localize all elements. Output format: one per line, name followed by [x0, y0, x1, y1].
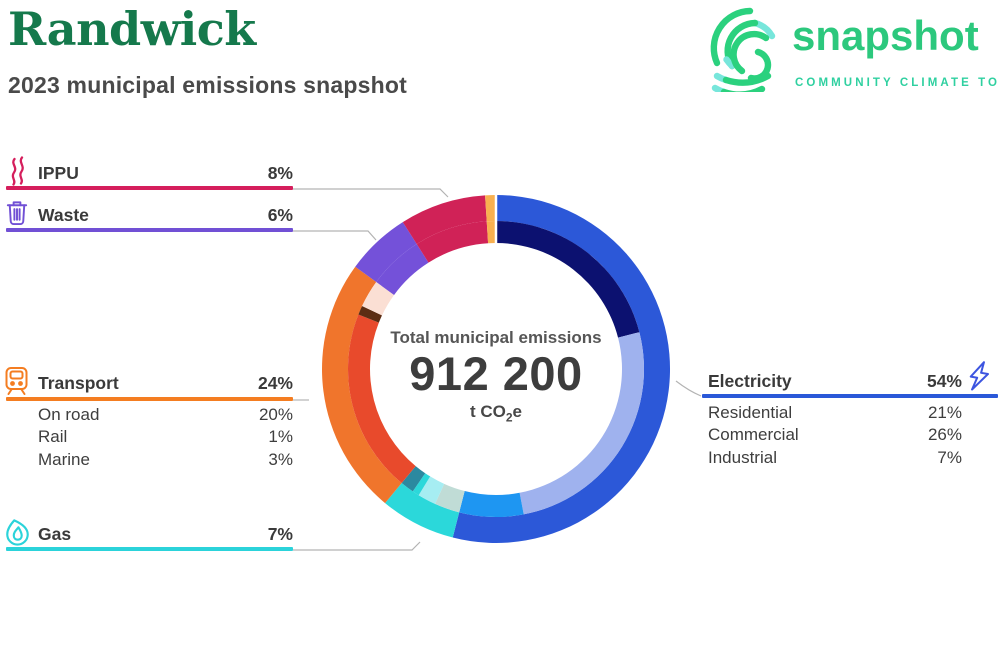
connector-electricity	[675, 380, 702, 397]
donut-segment	[418, 476, 445, 504]
legend-electricity-sub-commercial: Commercial 26%	[708, 424, 962, 446]
donut-segment	[496, 221, 640, 338]
legend-transport-label: Transport	[38, 373, 119, 393]
legend-waste-underline	[6, 228, 293, 232]
legend-gas-label: Gas	[38, 524, 72, 544]
legend-transport-underline	[6, 397, 293, 401]
donut-segment	[416, 221, 489, 263]
legend-electricity-underline	[702, 394, 998, 398]
donut-segment	[402, 195, 487, 245]
donut-segment	[435, 483, 465, 513]
bolt-icon	[966, 359, 992, 393]
snapshot-logo-tagline: COMMUNITY CLIMATE TOOL	[795, 77, 1000, 89]
trash-icon	[5, 199, 29, 226]
legend-electricity-sub-industrial: Industrial 7%	[708, 447, 962, 469]
sub-label: Commercial	[708, 425, 799, 445]
legend-transport-sub-marine: Marine 3%	[38, 449, 293, 471]
flame-icon	[4, 516, 31, 548]
donut-segment	[412, 473, 431, 496]
sub-label: Industrial	[708, 447, 777, 467]
connector-waste	[293, 230, 377, 241]
legend-waste-label: Waste	[38, 205, 89, 225]
donut-segment	[519, 332, 645, 515]
donut-chart	[322, 194, 671, 543]
legend-waste: Waste 6%	[38, 205, 293, 226]
legend-transport: Transport 24%	[38, 373, 293, 394]
unit-subscript: 2	[505, 410, 513, 425]
sub-label: Rail	[38, 427, 68, 447]
legend-electricity-sublist: Residential 21% Commercial 26% Industria…	[708, 402, 962, 469]
legend-electricity-value: 54%	[926, 371, 962, 391]
connector-ippu	[293, 188, 449, 198]
legend-waste-value: 6%	[267, 205, 293, 225]
unit-prefix: t CO	[469, 402, 506, 421]
legend-gas-underline	[6, 547, 293, 551]
donut-segment	[355, 222, 417, 283]
page-subtitle: 2023 municipal emissions snapshot	[8, 72, 408, 98]
legend-gas: Gas 7%	[38, 524, 293, 545]
donut-center-unit: t CO2e	[376, 402, 616, 424]
unit-suffix: e	[512, 402, 523, 421]
legend-electricity: Electricity 54%	[708, 371, 962, 392]
legend-ippu-value: 8%	[267, 163, 293, 183]
connector-lines	[293, 188, 702, 551]
sub-label: On road	[38, 405, 100, 424]
smoke-icon	[8, 156, 28, 186]
donut-segment	[459, 491, 524, 518]
donut-segment	[362, 282, 395, 316]
legend-ippu-label: IPPU	[38, 163, 79, 183]
sub-value: 7%	[937, 447, 962, 467]
donut-segment	[485, 194, 496, 222]
legend-ippu-underline	[6, 186, 293, 190]
donut-segment	[322, 266, 402, 504]
page-title: Randwick	[8, 2, 256, 56]
donut-segment	[347, 314, 416, 484]
sub-value: 3%	[268, 449, 293, 469]
legend-ippu: IPPU 8%	[38, 163, 293, 184]
train-icon	[3, 366, 30, 396]
sub-label: Marine	[38, 449, 90, 469]
donut-center-value: 912 200	[409, 347, 583, 400]
legend-transport-sub-rail: Rail 1%	[38, 426, 293, 448]
donut-center-label: Total municipal emissions	[390, 328, 602, 347]
sub-value: 1%	[268, 427, 293, 447]
legend-transport-sublist: On road 20% Rail 1% Marine 3%	[38, 404, 293, 471]
sub-value: 20%	[258, 405, 293, 424]
sub-value: 21%	[927, 403, 962, 422]
legend-gas-value: 7%	[267, 524, 293, 544]
donut-segment	[385, 483, 460, 538]
sub-label: Residential	[708, 403, 793, 422]
donut-segment	[401, 466, 426, 492]
donut-segment	[376, 244, 429, 295]
legend-electricity-sub-residential: Residential 21%	[708, 402, 962, 424]
snapshot-logo-icon	[708, 6, 788, 92]
donut-segment	[358, 305, 382, 323]
legend-transport-value: 24%	[257, 373, 293, 393]
snapshot-logo-wordmark: snapshot	[792, 12, 979, 59]
connector-gas	[293, 541, 421, 551]
legend-transport-sub-onroad: On road 20%	[38, 404, 293, 426]
donut-segment	[486, 221, 496, 244]
legend-electricity-label: Electricity	[708, 371, 792, 391]
sub-value: 26%	[927, 425, 962, 445]
